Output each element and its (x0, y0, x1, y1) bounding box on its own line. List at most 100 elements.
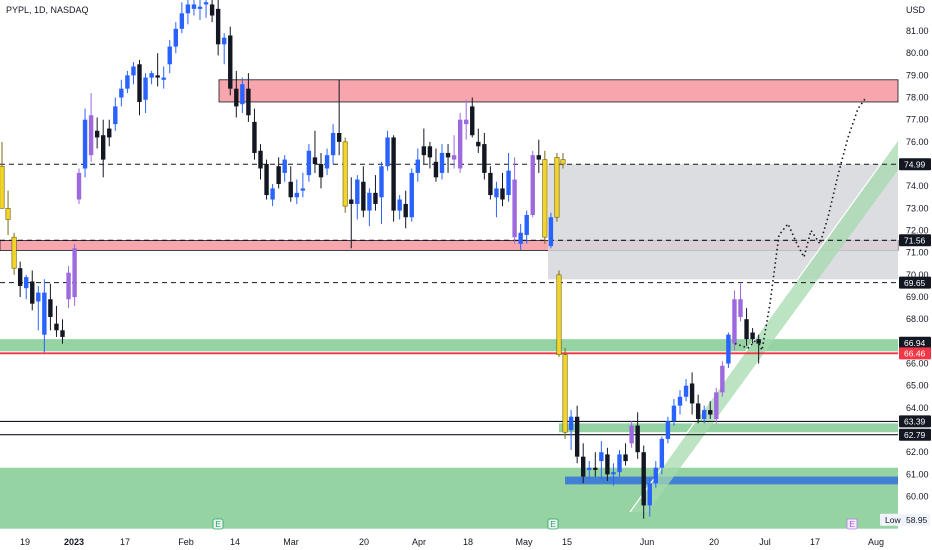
candle[interactable] (445, 144, 451, 173)
candle[interactable] (246, 73, 251, 122)
candle[interactable] (427, 141, 433, 169)
candle[interactable] (677, 390, 683, 415)
candle[interactable] (300, 172, 306, 198)
candle[interactable] (209, 0, 215, 23)
candle[interactable] (433, 148, 439, 182)
candle[interactable] (720, 361, 725, 397)
candle[interactable] (88, 93, 94, 162)
candle[interactable] (647, 478, 652, 517)
candle[interactable] (470, 97, 475, 138)
candle[interactable] (42, 279, 47, 353)
candle[interactable] (125, 70, 130, 94)
candle[interactable] (228, 26, 233, 96)
price-badge[interactable]: 74.99 (899, 158, 931, 171)
candle[interactable] (750, 328, 755, 344)
price-badge[interactable]: 71.56 (899, 234, 931, 247)
candle[interactable] (714, 387, 719, 424)
candle[interactable] (161, 66, 166, 89)
candle[interactable] (488, 166, 493, 200)
candle[interactable] (119, 79, 124, 107)
price-badge[interactable]: 63.39 (899, 415, 931, 428)
candle[interactable] (421, 128, 427, 165)
candle[interactable] (451, 135, 457, 169)
candle[interactable] (342, 137, 348, 213)
candle[interactable] (312, 130, 318, 173)
candle[interactable] (131, 62, 136, 85)
candle[interactable] (611, 463, 616, 486)
candle[interactable] (554, 152, 560, 222)
candle[interactable] (617, 449, 622, 477)
candle[interactable] (373, 175, 378, 211)
candle[interactable] (107, 119, 112, 147)
candle[interactable] (367, 188, 372, 227)
candle[interactable] (60, 319, 65, 344)
candle[interactable] (11, 232, 17, 275)
candle[interactable] (593, 452, 598, 477)
candle[interactable] (665, 416, 671, 444)
candle[interactable] (738, 283, 743, 322)
candle[interactable] (506, 152, 511, 202)
candle[interactable] (391, 135, 396, 222)
candle[interactable] (397, 195, 402, 220)
candle[interactable] (30, 270, 35, 311)
candle[interactable] (439, 144, 445, 180)
candle[interactable] (653, 461, 658, 488)
candle[interactable] (482, 133, 487, 180)
candle[interactable] (66, 266, 71, 309)
candle[interactable] (599, 441, 604, 479)
price-axis[interactable]: 60.00 61.00 62.00 64.00 65.00 66.00 68.00 69.00… (880, 26, 931, 526)
candle[interactable] (476, 128, 481, 153)
candle[interactable] (24, 274, 29, 300)
candle[interactable] (574, 405, 580, 464)
candle[interactable] (215, 0, 221, 56)
earnings-badge[interactable]: E (846, 518, 858, 530)
candle[interactable] (355, 175, 360, 220)
candle[interactable] (349, 177, 354, 249)
candle[interactable] (276, 157, 281, 189)
candle[interactable] (294, 179, 299, 204)
candle[interactable] (500, 172, 505, 207)
earnings-badge[interactable]: E (547, 518, 559, 530)
candle[interactable] (587, 461, 592, 479)
candle[interactable] (240, 77, 245, 114)
candle[interactable] (659, 436, 665, 475)
candle[interactable] (330, 124, 336, 165)
candle[interactable] (36, 285, 41, 331)
candle[interactable] (403, 190, 408, 229)
candle[interactable] (324, 148, 330, 176)
candle[interactable] (605, 447, 610, 482)
candle[interactable] (318, 152, 324, 189)
price-badge[interactable]: 66.46 (899, 347, 931, 360)
candle[interactable] (641, 445, 646, 519)
candle[interactable] (629, 421, 634, 448)
candle[interactable] (306, 144, 312, 182)
candle[interactable] (94, 117, 100, 149)
candle[interactable] (137, 59, 142, 116)
candle[interactable] (17, 261, 23, 298)
candle[interactable] (560, 152, 566, 169)
candle[interactable] (143, 73, 148, 114)
candle[interactable] (494, 181, 499, 218)
candle[interactable] (671, 399, 677, 426)
candle[interactable] (155, 53, 160, 87)
candle[interactable] (512, 157, 517, 244)
candle[interactable] (464, 99, 469, 140)
price-badge[interactable]: 62.79 (899, 428, 931, 441)
candle[interactable] (556, 270, 562, 357)
candle[interactable] (167, 39, 172, 74)
candle[interactable] (385, 130, 390, 171)
candle[interactable] (179, 2, 185, 34)
candle[interactable] (379, 161, 384, 224)
candle[interactable] (82, 108, 88, 178)
candle[interactable] (336, 79, 342, 156)
candle[interactable] (548, 212, 554, 249)
candle[interactable] (623, 443, 628, 466)
candle[interactable] (203, 0, 209, 18)
candle[interactable] (409, 168, 414, 222)
candle[interactable] (744, 308, 749, 346)
candle[interactable] (708, 401, 713, 419)
candle[interactable] (234, 70, 239, 118)
candle[interactable] (149, 70, 154, 85)
candle[interactable] (562, 348, 568, 439)
time-axis[interactable]: E E E 19 2023 17 Feb 14 Mar 20 Apr 18 May 15 Jun 20 Jul 1… (20, 518, 884, 547)
